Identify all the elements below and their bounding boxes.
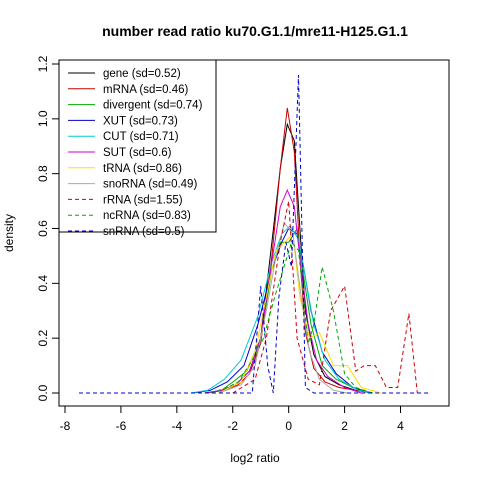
- legend: gene (sd=0.52) mRNA (sd=0.46) divergent (s…: [58, 59, 217, 238]
- legend-label: CUT (sd=0.71): [103, 131, 179, 143]
- legend-label: ncRNA (sd=0.83): [103, 210, 191, 222]
- y-tick-label: 1.0: [36, 110, 50, 127]
- x-tick-label: -4: [171, 419, 182, 433]
- legend-label: XUT (sd=0.73): [103, 115, 178, 127]
- series-line-2: [204, 227, 373, 394]
- x-tick-label: 2: [341, 419, 348, 433]
- y-tick-label: 0.2: [36, 330, 50, 347]
- x-tick-label: -2: [227, 419, 238, 433]
- x-tick-label: -6: [116, 419, 127, 433]
- legend-label: rRNA (sd=1.55): [103, 194, 183, 206]
- x-axis: -8 -6 -4 -2 0 2 4: [60, 405, 404, 433]
- y-tick-label: 0.4: [36, 275, 50, 292]
- x-axis-label: log2 ratio: [230, 451, 280, 465]
- legend-label: SUT (sd=0.6): [103, 147, 172, 159]
- legend-label: tRNA (sd=0.86): [103, 163, 182, 175]
- series-lines: [79, 74, 429, 394]
- legend-label: divergent (sd=0.74): [103, 100, 203, 112]
- x-tick-label: -8: [60, 419, 71, 433]
- series-line-9: [210, 241, 373, 394]
- y-tick-label: 1.2: [36, 55, 50, 72]
- series-line-5: [204, 188, 362, 394]
- series-line-10: [79, 74, 429, 394]
- chart-title: number read ratio ku70.G1.1/mre11-H125.G…: [102, 23, 408, 39]
- x-tick-label: 0: [285, 419, 292, 433]
- y-axis-label: density: [2, 214, 16, 252]
- x-tick-label: 4: [397, 419, 404, 433]
- series-line-1: [204, 107, 373, 394]
- legend-label: mRNA (sd=0.46): [103, 84, 188, 96]
- series-line-8: [232, 200, 418, 394]
- y-axis: 0.0 0.2 0.4 0.6 0.8 1.0 1.2: [36, 55, 60, 401]
- legend-label: gene (sd=0.52): [103, 68, 181, 80]
- legend-label: snRNA (sd=0.5): [103, 226, 185, 238]
- legend-label: snoRNA (sd=0.49): [103, 179, 197, 191]
- y-tick-label: 0.6: [36, 220, 50, 237]
- series-line-7: [218, 221, 348, 394]
- y-tick-label: 0.0: [36, 384, 50, 401]
- series-line-6: [218, 232, 382, 394]
- y-tick-label: 0.8: [36, 165, 50, 182]
